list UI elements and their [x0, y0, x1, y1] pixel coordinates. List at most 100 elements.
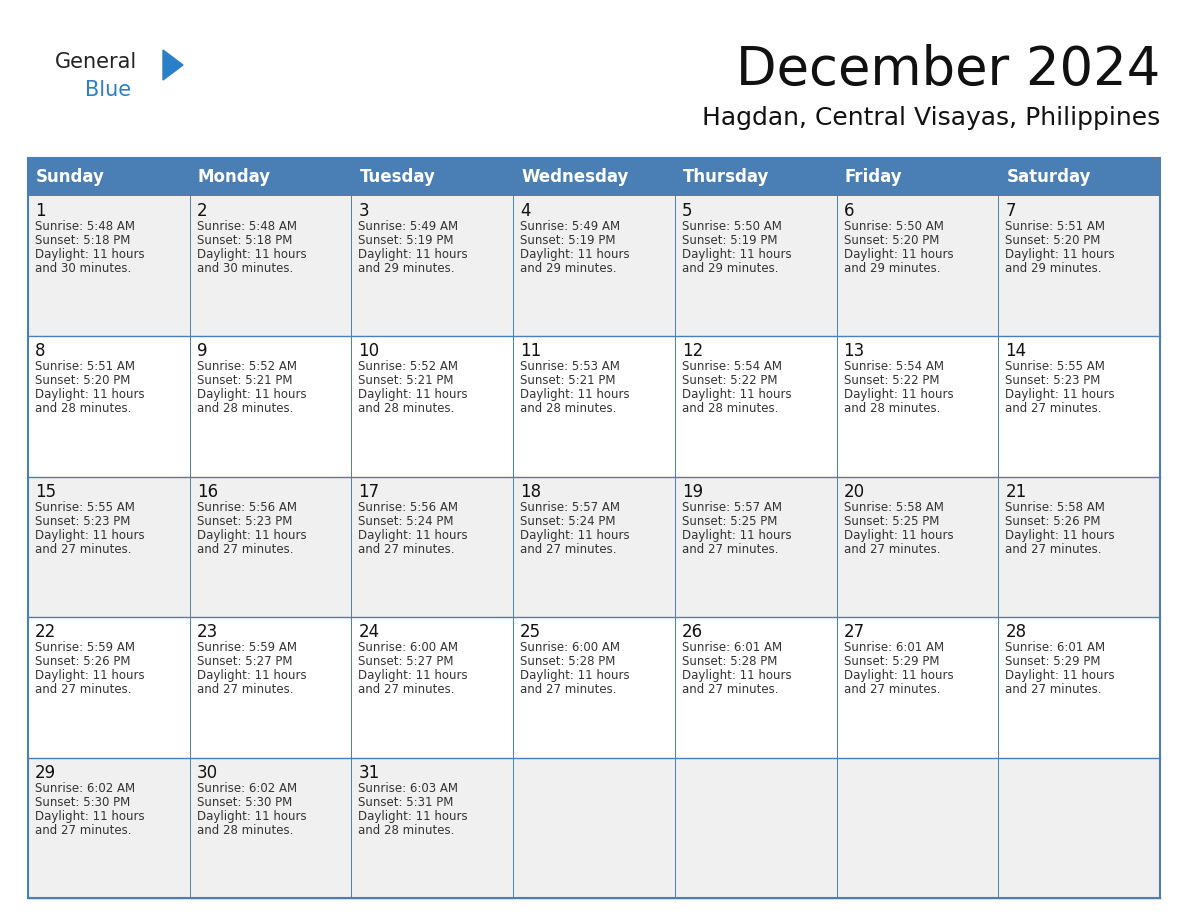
Text: and 30 minutes.: and 30 minutes.	[34, 262, 131, 275]
Text: 20: 20	[843, 483, 865, 501]
Text: and 27 minutes.: and 27 minutes.	[34, 543, 132, 555]
Text: and 28 minutes.: and 28 minutes.	[197, 402, 293, 416]
Text: 11: 11	[520, 342, 542, 361]
Text: 27: 27	[843, 623, 865, 641]
Text: Sunrise: 6:03 AM: Sunrise: 6:03 AM	[359, 781, 459, 795]
Text: Friday: Friday	[845, 168, 902, 186]
Text: and 27 minutes.: and 27 minutes.	[1005, 402, 1101, 416]
Text: and 27 minutes.: and 27 minutes.	[34, 823, 132, 836]
Text: Daylight: 11 hours: Daylight: 11 hours	[34, 388, 145, 401]
Text: Sunset: 5:30 PM: Sunset: 5:30 PM	[34, 796, 131, 809]
Text: Daylight: 11 hours: Daylight: 11 hours	[843, 388, 953, 401]
Bar	[190, 476, 352, 617]
Text: Sunrise: 5:57 AM: Sunrise: 5:57 AM	[682, 501, 782, 514]
Text: Sunrise: 5:58 AM: Sunrise: 5:58 AM	[843, 501, 943, 514]
Text: General: General	[55, 52, 138, 72]
Text: and 27 minutes.: and 27 minutes.	[682, 683, 778, 696]
Text: Sunset: 5:24 PM: Sunset: 5:24 PM	[359, 515, 454, 528]
Bar	[190, 617, 352, 757]
Bar	[836, 757, 998, 898]
Text: Sunrise: 6:02 AM: Sunrise: 6:02 AM	[34, 781, 135, 795]
Text: and 27 minutes.: and 27 minutes.	[197, 683, 293, 696]
Text: Blue: Blue	[86, 80, 131, 100]
Text: Sunrise: 5:57 AM: Sunrise: 5:57 AM	[520, 501, 620, 514]
Text: 12: 12	[682, 342, 703, 361]
Text: 4: 4	[520, 202, 531, 220]
Bar	[836, 617, 998, 757]
Bar	[675, 196, 836, 336]
Text: Sunrise: 5:51 AM: Sunrise: 5:51 AM	[1005, 220, 1105, 233]
Text: Wednesday: Wednesday	[522, 168, 628, 186]
Bar	[836, 196, 998, 336]
Text: Daylight: 11 hours: Daylight: 11 hours	[197, 388, 307, 401]
Text: 22: 22	[34, 623, 56, 641]
Text: Sunrise: 5:48 AM: Sunrise: 5:48 AM	[34, 220, 135, 233]
Text: Daylight: 11 hours: Daylight: 11 hours	[197, 248, 307, 261]
Text: 17: 17	[359, 483, 379, 501]
Bar	[29, 336, 190, 476]
Text: Daylight: 11 hours: Daylight: 11 hours	[682, 388, 791, 401]
Text: 6: 6	[843, 202, 854, 220]
Bar	[998, 757, 1159, 898]
Text: Sunset: 5:24 PM: Sunset: 5:24 PM	[520, 515, 615, 528]
Text: and 29 minutes.: and 29 minutes.	[520, 262, 617, 275]
Text: Sunset: 5:26 PM: Sunset: 5:26 PM	[1005, 515, 1101, 528]
Text: Daylight: 11 hours: Daylight: 11 hours	[520, 388, 630, 401]
Text: Sunrise: 5:59 AM: Sunrise: 5:59 AM	[197, 641, 297, 655]
Text: Sunset: 5:28 PM: Sunset: 5:28 PM	[520, 655, 615, 668]
Text: and 29 minutes.: and 29 minutes.	[1005, 262, 1101, 275]
Text: and 27 minutes.: and 27 minutes.	[1005, 543, 1101, 555]
Text: Daylight: 11 hours: Daylight: 11 hours	[843, 529, 953, 542]
Text: Sunrise: 5:50 AM: Sunrise: 5:50 AM	[843, 220, 943, 233]
Text: Saturday: Saturday	[1006, 168, 1091, 186]
Text: Sunrise: 5:48 AM: Sunrise: 5:48 AM	[197, 220, 297, 233]
Text: 28: 28	[1005, 623, 1026, 641]
Text: and 29 minutes.: and 29 minutes.	[843, 262, 940, 275]
Text: and 28 minutes.: and 28 minutes.	[359, 402, 455, 416]
Text: Sunset: 5:18 PM: Sunset: 5:18 PM	[34, 234, 131, 247]
Bar	[513, 476, 675, 617]
Text: Daylight: 11 hours: Daylight: 11 hours	[34, 810, 145, 823]
Bar	[675, 476, 836, 617]
Text: Daylight: 11 hours: Daylight: 11 hours	[520, 248, 630, 261]
Text: Sunset: 5:23 PM: Sunset: 5:23 PM	[197, 515, 292, 528]
Text: Sunrise: 5:52 AM: Sunrise: 5:52 AM	[197, 361, 297, 374]
Text: Sunrise: 5:55 AM: Sunrise: 5:55 AM	[1005, 361, 1105, 374]
Bar	[352, 336, 513, 476]
Text: 15: 15	[34, 483, 56, 501]
Text: 9: 9	[197, 342, 207, 361]
Text: Sunset: 5:21 PM: Sunset: 5:21 PM	[359, 375, 454, 387]
Text: 24: 24	[359, 623, 379, 641]
Text: and 27 minutes.: and 27 minutes.	[359, 683, 455, 696]
Bar	[29, 158, 1159, 196]
Bar	[352, 476, 513, 617]
Text: Sunrise: 6:00 AM: Sunrise: 6:00 AM	[520, 641, 620, 655]
Text: Daylight: 11 hours: Daylight: 11 hours	[1005, 529, 1114, 542]
Bar	[352, 196, 513, 336]
Text: 14: 14	[1005, 342, 1026, 361]
Text: Daylight: 11 hours: Daylight: 11 hours	[1005, 248, 1114, 261]
Text: 1: 1	[34, 202, 45, 220]
Bar	[998, 336, 1159, 476]
Text: Daylight: 11 hours: Daylight: 11 hours	[34, 248, 145, 261]
Text: and 30 minutes.: and 30 minutes.	[197, 262, 293, 275]
Text: 31: 31	[359, 764, 380, 781]
Text: 26: 26	[682, 623, 703, 641]
Bar	[29, 757, 190, 898]
Text: Daylight: 11 hours: Daylight: 11 hours	[359, 669, 468, 682]
Text: and 28 minutes.: and 28 minutes.	[520, 402, 617, 416]
Bar	[998, 476, 1159, 617]
Text: Daylight: 11 hours: Daylight: 11 hours	[197, 810, 307, 823]
Text: Thursday: Thursday	[683, 168, 770, 186]
Text: and 27 minutes.: and 27 minutes.	[34, 683, 132, 696]
Text: Sunrise: 5:49 AM: Sunrise: 5:49 AM	[359, 220, 459, 233]
Text: and 27 minutes.: and 27 minutes.	[843, 543, 940, 555]
Text: Sunset: 5:23 PM: Sunset: 5:23 PM	[34, 515, 131, 528]
Text: Sunrise: 5:58 AM: Sunrise: 5:58 AM	[1005, 501, 1105, 514]
Bar	[352, 617, 513, 757]
Bar	[998, 617, 1159, 757]
Text: 3: 3	[359, 202, 369, 220]
Bar	[998, 196, 1159, 336]
Text: and 28 minutes.: and 28 minutes.	[682, 402, 778, 416]
Text: Sunrise: 6:02 AM: Sunrise: 6:02 AM	[197, 781, 297, 795]
